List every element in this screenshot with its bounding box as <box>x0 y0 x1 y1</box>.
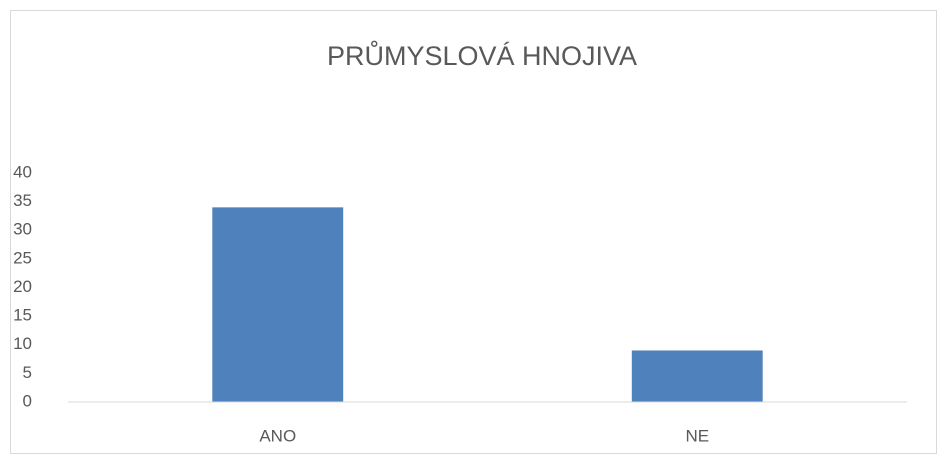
x-tick-label: NE <box>685 426 709 445</box>
y-tick-label: 40 <box>13 162 32 181</box>
y-tick-label: 10 <box>13 334 32 353</box>
chart-title: PRŮMYSLOVÁ HNOJIVA <box>327 39 637 71</box>
chart-border <box>10 10 937 454</box>
x-tick-label: ANO <box>259 426 296 445</box>
y-tick-label: 25 <box>13 248 32 267</box>
bar <box>212 207 344 402</box>
y-tick-label: 0 <box>23 391 32 410</box>
y-tick-label: 30 <box>13 220 32 239</box>
y-tick-label: 20 <box>13 277 32 296</box>
y-tick-label: 5 <box>23 363 32 382</box>
bar <box>631 350 763 402</box>
y-tick-label: 35 <box>13 191 32 210</box>
y-tick-label: 15 <box>13 306 32 325</box>
